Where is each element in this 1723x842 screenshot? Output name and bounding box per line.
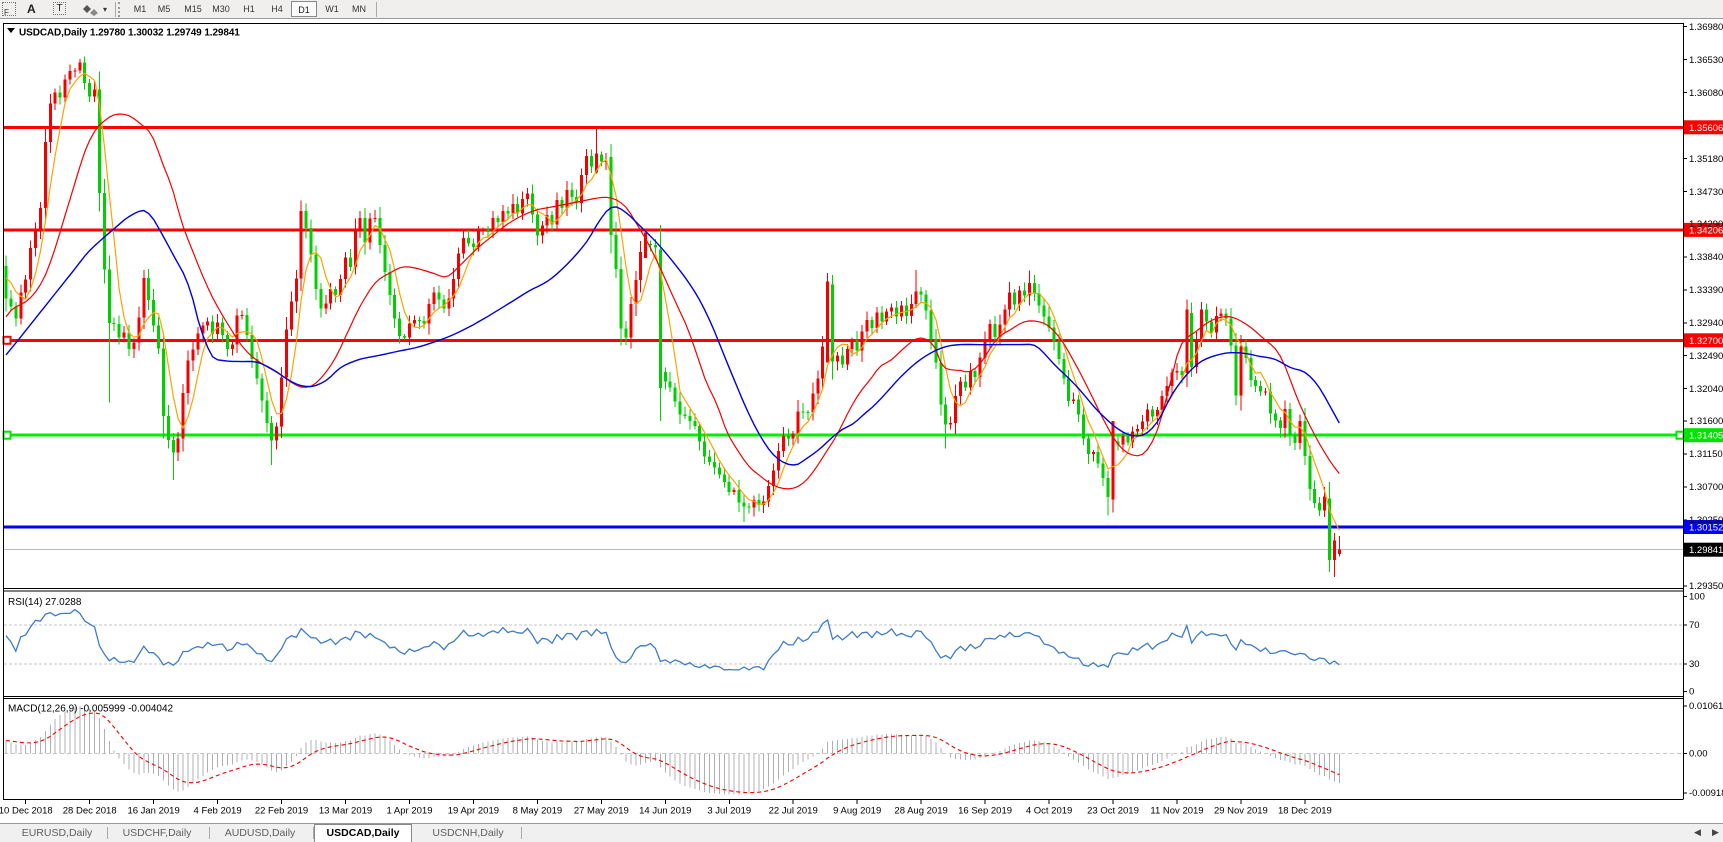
svg-text:1.32700: 1.32700 (1689, 336, 1723, 347)
svg-text:1.32040: 1.32040 (1689, 384, 1723, 395)
svg-text:1.34730: 1.34730 (1689, 187, 1723, 198)
svg-text:1.31405: 1.31405 (1689, 431, 1723, 442)
svg-text:0.010615: 0.010615 (1689, 701, 1723, 712)
svg-text:16 Jan 2019: 16 Jan 2019 (127, 806, 179, 817)
svg-text:70: 70 (1689, 620, 1700, 631)
svg-text:22 Jul 2019: 22 Jul 2019 (769, 806, 818, 817)
svg-text:1.34290: 1.34290 (1689, 219, 1723, 230)
svg-text:RSI(14) 27.0288: RSI(14) 27.0288 (8, 597, 82, 608)
svg-text:13 Mar 2019: 13 Mar 2019 (319, 806, 372, 817)
svg-text:1.36980: 1.36980 (1689, 22, 1723, 33)
svg-text:27 May 2019: 27 May 2019 (574, 806, 629, 817)
svg-text:29 Nov 2019: 29 Nov 2019 (1214, 806, 1268, 817)
svg-text:MACD(12,26,9) -0.005999 -0.004: MACD(12,26,9) -0.005999 -0.004042 (8, 704, 174, 715)
svg-text:USDCAD,Daily 1.29780 1.30032: USDCAD,Daily 1.29780 1.30032 1.29749 1.2… (19, 28, 240, 39)
svg-text:23 Oct 2019: 23 Oct 2019 (1087, 806, 1139, 817)
svg-text:11 Nov 2019: 11 Nov 2019 (1150, 806, 1203, 817)
svg-text:4 Feb 2019: 4 Feb 2019 (194, 806, 242, 817)
svg-text:1.32490: 1.32490 (1689, 351, 1723, 362)
svg-text:1.32940: 1.32940 (1689, 318, 1723, 329)
svg-text:1.34206: 1.34206 (1689, 225, 1723, 236)
svg-text:8 May 2019: 8 May 2019 (513, 806, 563, 817)
svg-text:9 Aug 2019: 9 Aug 2019 (833, 806, 881, 817)
svg-text:14 Jun 2019: 14 Jun 2019 (639, 806, 691, 817)
svg-text:1.33390: 1.33390 (1689, 285, 1723, 296)
svg-text:28 Dec 2018: 28 Dec 2018 (63, 806, 117, 817)
svg-text:1.35606: 1.35606 (1689, 123, 1723, 134)
svg-text:1.30250: 1.30250 (1689, 515, 1723, 526)
svg-text:0.00: 0.00 (1689, 749, 1708, 760)
svg-text:28 Aug 2019: 28 Aug 2019 (894, 806, 947, 817)
svg-text:1.31150: 1.31150 (1689, 449, 1723, 460)
svg-text:1.35180: 1.35180 (1689, 154, 1723, 165)
svg-text:1.31600: 1.31600 (1689, 416, 1723, 427)
svg-text:3 Jul 2019: 3 Jul 2019 (707, 806, 751, 817)
svg-text:1.30700: 1.30700 (1689, 482, 1723, 493)
svg-text:16 Sep 2019: 16 Sep 2019 (958, 806, 1012, 817)
svg-text:10 Dec 2018: 10 Dec 2018 (0, 806, 53, 817)
svg-text:1.29841: 1.29841 (1689, 545, 1723, 556)
svg-text:1.36530: 1.36530 (1689, 55, 1723, 66)
svg-text:4 Oct 2019: 4 Oct 2019 (1026, 806, 1072, 817)
svg-text:30: 30 (1689, 659, 1700, 670)
svg-text:1.36080: 1.36080 (1689, 88, 1723, 99)
svg-text:1 Apr 2019: 1 Apr 2019 (387, 806, 433, 817)
svg-text:0: 0 (1689, 687, 1694, 698)
svg-text:100: 100 (1689, 592, 1705, 603)
svg-text:18 Dec 2019: 18 Dec 2019 (1278, 806, 1332, 817)
svg-text:19 Apr 2019: 19 Apr 2019 (448, 806, 499, 817)
svg-text:1.30152: 1.30152 (1689, 523, 1723, 534)
svg-text:1.33840: 1.33840 (1689, 252, 1723, 263)
svg-text:1.29350: 1.29350 (1689, 581, 1723, 592)
svg-text:-0.00918: -0.00918 (1689, 788, 1723, 799)
svg-text:22 Feb 2019: 22 Feb 2019 (255, 806, 308, 817)
